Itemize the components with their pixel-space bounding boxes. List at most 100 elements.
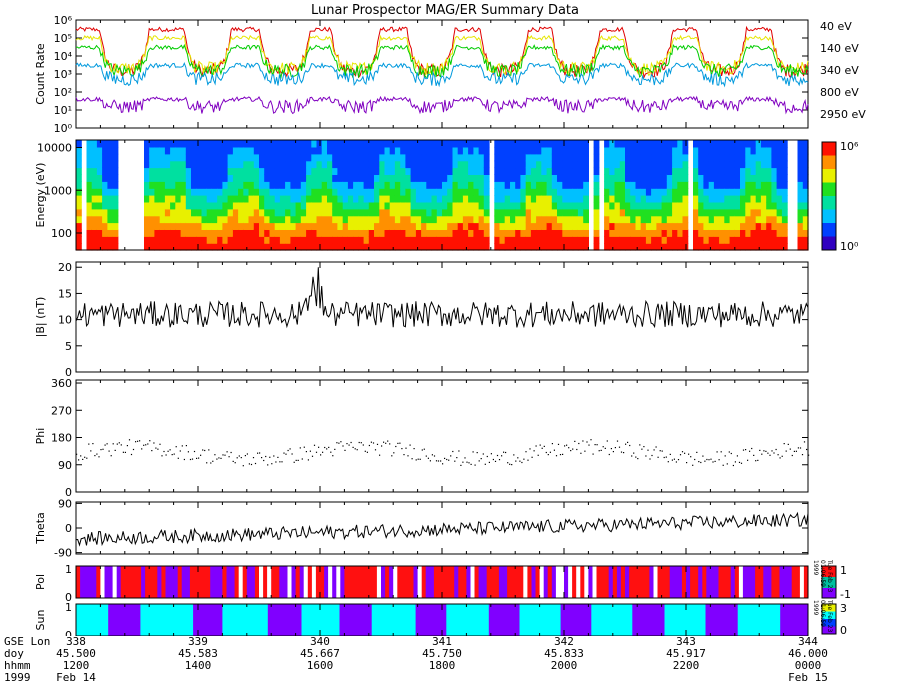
spectrogram-cell: [755, 140, 762, 148]
spectrogram-cell: [510, 215, 516, 224]
spectrogram-cell: [755, 195, 762, 203]
pol-cell: [271, 566, 276, 598]
spectrogram-cell: [96, 153, 103, 162]
phi-point: [466, 461, 468, 463]
spectrogram-cell: [724, 160, 731, 169]
spectrogram-cell: [159, 215, 166, 224]
spectrogram-cell: [353, 181, 359, 189]
spectrogram-cell: [227, 140, 234, 148]
phi-point: [423, 448, 425, 450]
phi-point: [633, 452, 635, 454]
pol-cell: [596, 566, 602, 598]
spectrogram-cell: [504, 140, 511, 148]
spectrogram-cell: [363, 243, 370, 251]
spectrogram-cell: [520, 181, 527, 189]
pol-cell: [478, 566, 484, 598]
spectrogram-cell: [640, 167, 647, 175]
spectrogram-cell: [347, 188, 354, 196]
spectrogram-cell: [478, 243, 485, 251]
footer-date: [402, 672, 482, 684]
footer-doy: 45.667: [300, 647, 340, 660]
spectrogram-cell: [499, 167, 506, 175]
phi-point: [572, 448, 574, 450]
pol-cell: [673, 566, 679, 598]
colorbar-segment: [822, 169, 836, 183]
spectrogram-cell: [619, 201, 626, 210]
colorbar-min-label: 0: [840, 624, 847, 636]
spectrogram-cell: [379, 174, 386, 182]
spectrogram-cell: [415, 160, 422, 169]
phi-point: [183, 458, 185, 461]
pol-cell: [576, 566, 581, 598]
spectrogram-cell: [232, 208, 239, 217]
footer-lon: 339: [188, 635, 208, 648]
spectrogram-cell: [666, 140, 673, 148]
phi-point: [503, 451, 505, 453]
spectrogram-cell: [462, 167, 469, 175]
spectrogram-cell: [745, 140, 752, 148]
phi-point: [159, 443, 161, 445]
phi-point: [315, 451, 318, 453]
spectrogram-cell: [625, 140, 631, 148]
spectrogram-cell: [797, 174, 804, 182]
spectrogram-cell: [175, 160, 182, 169]
spectrogram-cell: [227, 208, 234, 217]
phi-point: [492, 458, 494, 461]
spectrogram-cell: [776, 160, 783, 169]
spectrogram-cell: [740, 153, 746, 162]
spectrogram-cell: [724, 167, 731, 175]
spectrogram-cell: [394, 167, 401, 175]
spectrogram-cell: [285, 215, 291, 224]
phi-point: [313, 444, 316, 446]
spectrogram-cell: [394, 195, 401, 203]
spectrogram-cell: [436, 153, 443, 162]
spectrogram-cell: [781, 243, 788, 251]
spectrogram-cell: [227, 153, 234, 162]
spectrogram-cell: [494, 243, 501, 251]
phi-point: [208, 449, 210, 451]
spectrogram-cell: [452, 229, 459, 237]
phi-point: [118, 442, 120, 444]
spectrogram-cell: [625, 153, 631, 162]
spectrogram-cell: [107, 146, 114, 155]
phi-point: [417, 458, 419, 460]
spectrogram-cell: [332, 195, 338, 203]
spectrogram-cell: [619, 229, 626, 237]
spectrogram-cell: [719, 146, 725, 155]
spectrogram-cell: [295, 174, 302, 182]
phi-point: [797, 447, 799, 449]
pol-cell: [629, 566, 634, 598]
spectrogram-cell: [112, 222, 119, 230]
spectrogram-cell: [342, 174, 349, 182]
spectrogram-cell: [347, 146, 354, 155]
spectrogram-cell: [185, 229, 192, 237]
spectrogram-cell: [217, 222, 223, 230]
phi-point: [549, 451, 551, 453]
spectrogram-cell: [473, 201, 480, 210]
spectrogram-cell: [713, 153, 720, 162]
spectrogram-cell: [483, 201, 490, 210]
spectrogram-cell: [379, 167, 386, 175]
spectrogram-cell: [259, 153, 265, 162]
spectrogram-cell: [734, 243, 741, 251]
spectrogram-cell: [593, 153, 600, 162]
spectrogram-cell: [232, 229, 239, 237]
spectrogram-cell: [149, 167, 155, 175]
phi-point: [293, 461, 295, 463]
spectrogram-cell: [431, 167, 438, 175]
spectrogram-cell: [149, 201, 155, 210]
phi-point: [366, 451, 368, 453]
spectrogram-cell: [274, 243, 281, 251]
spectrogram-cell: [525, 153, 532, 162]
spectrogram-cell: [426, 229, 433, 237]
spectrogram-cell: [797, 167, 804, 175]
spectrogram-cell: [766, 243, 772, 251]
spectrogram-cell: [232, 195, 239, 203]
spectrogram-cell: [562, 167, 569, 175]
spectrogram-cell: [567, 181, 574, 189]
spectrogram-cell: [300, 160, 307, 169]
spectrogram-cell: [253, 229, 260, 237]
spectrogram-cell: [457, 215, 464, 224]
spectrogram-cell: [698, 188, 704, 196]
spectrogram-cell: [577, 188, 584, 196]
